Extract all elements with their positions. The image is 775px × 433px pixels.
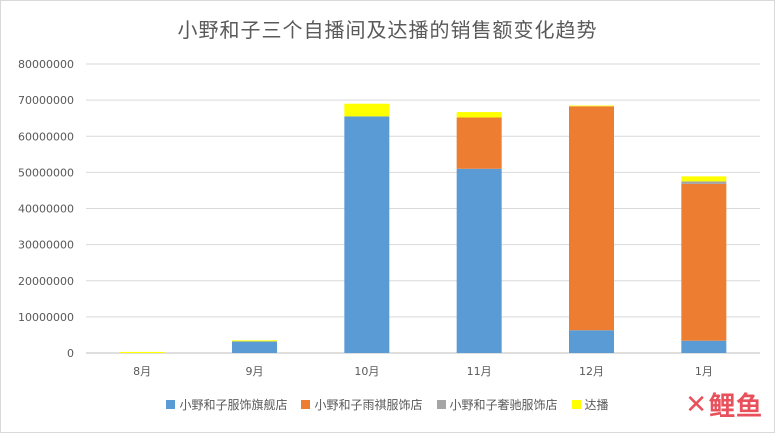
bar-segment [232, 341, 277, 353]
bar-segment [569, 105, 614, 107]
bar-segment [681, 340, 727, 353]
x-tick-label: 10月 [354, 365, 379, 378]
x-tick-label: 9月 [246, 365, 264, 378]
legend-label-shechi: 小野和子奢驰服饰店 [449, 398, 558, 412]
legend-item-yuqi: 小野和子雨祺服饰店 [301, 396, 423, 413]
chart-title: 小野和子三个自播间及达播的销售额变化趋势 [177, 18, 598, 42]
legend-swatch-flagship [166, 400, 176, 409]
y-tick-label: 60000000 [18, 130, 74, 143]
y-tick-label: 80000000 [18, 58, 74, 71]
legend: 小野和子服饰旗舰店 小野和子雨祺服饰店 小野和子奢驰服饰店 达播 [0, 396, 775, 413]
bar-segment [344, 103, 390, 117]
bar-segment [119, 351, 165, 353]
legend-item-flagship: 小野和子服饰旗舰店 [166, 396, 287, 413]
logo-icon: ✕ [685, 389, 707, 420]
legend-swatch-yuqi [301, 400, 311, 409]
bar-segment [681, 181, 727, 184]
logo-text: 鲤鱼 [708, 392, 763, 422]
legend-item-shechi: 小野和子奢驰服饰店 [436, 396, 558, 413]
y-tick-label: 40000000 [18, 203, 74, 216]
y-tick-label: 30000000 [18, 239, 74, 252]
bar-segment [456, 112, 502, 118]
bar-segment [344, 116, 390, 353]
bar-segment [681, 183, 727, 341]
bar-segment [456, 117, 502, 169]
y-tick-label: 10000000 [18, 311, 74, 324]
y-tick-label: 70000000 [18, 94, 74, 107]
y-tick-label: 50000000 [18, 166, 74, 179]
legend-label-flagship: 小野和子服饰旗舰店 [179, 398, 288, 412]
bar-segment [569, 330, 614, 353]
watermark-logo: ✕ 鲤鱼 [685, 386, 763, 423]
x-tick-label: 11月 [467, 365, 492, 378]
y-tick-label: 20000000 [18, 275, 74, 288]
x-tick-label: 8月 [133, 365, 151, 378]
bar-segment [681, 176, 727, 182]
legend-label-yuqi: 小野和子雨祺服饰店 [314, 398, 423, 412]
legend-swatch-shechi [436, 400, 446, 409]
bar-segment [232, 340, 277, 342]
y-tick-label: 0 [67, 347, 74, 360]
x-tick-label: 1月 [695, 365, 713, 378]
x-tick-label: 12月 [579, 365, 604, 378]
legend-swatch-daren [571, 400, 581, 409]
legend-label-daren: 达播 [584, 398, 609, 412]
bar-segment [456, 168, 502, 353]
legend-item-daren: 达播 [571, 396, 609, 413]
bar-segment [569, 106, 614, 331]
